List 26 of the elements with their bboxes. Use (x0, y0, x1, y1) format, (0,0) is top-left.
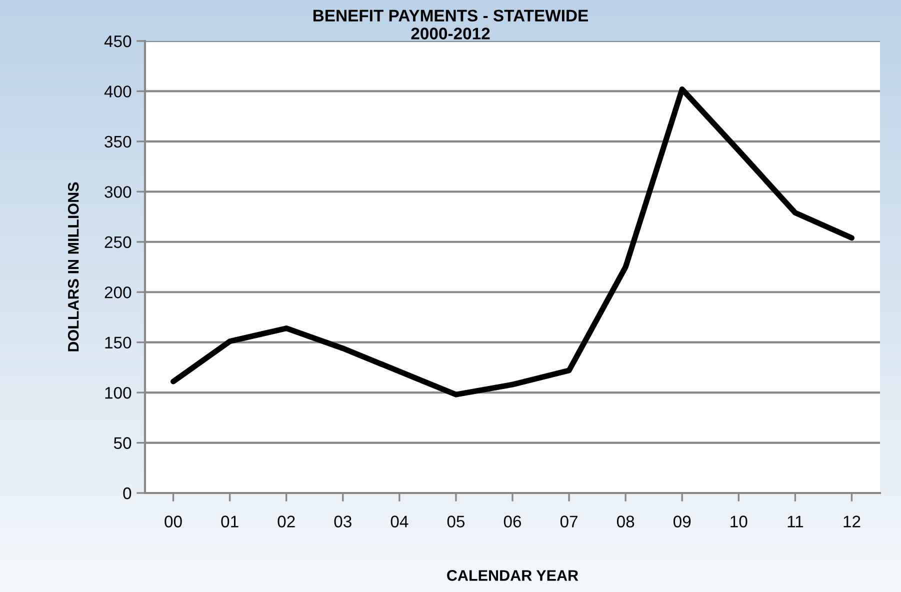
y-tick-label: 150 (105, 336, 132, 349)
y-tick-label: 450 (104, 35, 132, 48)
x-tick-label: 11 (788, 516, 804, 528)
y-tick-label: 300 (104, 186, 132, 198)
y-tick-label: 350 (104, 136, 132, 148)
y-tick-label: 200 (104, 286, 132, 298)
x-tick-label: 08 (616, 516, 634, 528)
x-axis-title: CALENDAR YEAR (447, 570, 578, 581)
x-tick-label: 02 (278, 516, 295, 528)
x-tick-label: 10 (730, 516, 748, 528)
x-tick-label: 01 (221, 516, 238, 528)
y-tick-label: 50 (114, 437, 132, 449)
x-tick-label: 06 (504, 516, 522, 528)
chart-title: BENEFIT PAYMENTS - STATEWIDE 2000-2012 (313, 10, 588, 40)
y-tick-label: 250 (104, 236, 132, 248)
y-tick-label: 400 (104, 86, 132, 98)
x-tick-label: 09 (674, 516, 691, 528)
y-axis-title: DOLLARS IN MILLIONS (68, 182, 79, 352)
x-tick-label: 07 (560, 516, 578, 528)
x-tick-label: 03 (334, 516, 352, 528)
y-tick-label: 0 (123, 487, 132, 500)
x-tick-label: 00 (164, 516, 182, 528)
x-tick-label: 12 (844, 516, 860, 528)
x-tick-label: 05 (447, 516, 465, 528)
x-tick-label: 04 (390, 516, 408, 528)
y-tick-label: 100 (105, 386, 132, 399)
